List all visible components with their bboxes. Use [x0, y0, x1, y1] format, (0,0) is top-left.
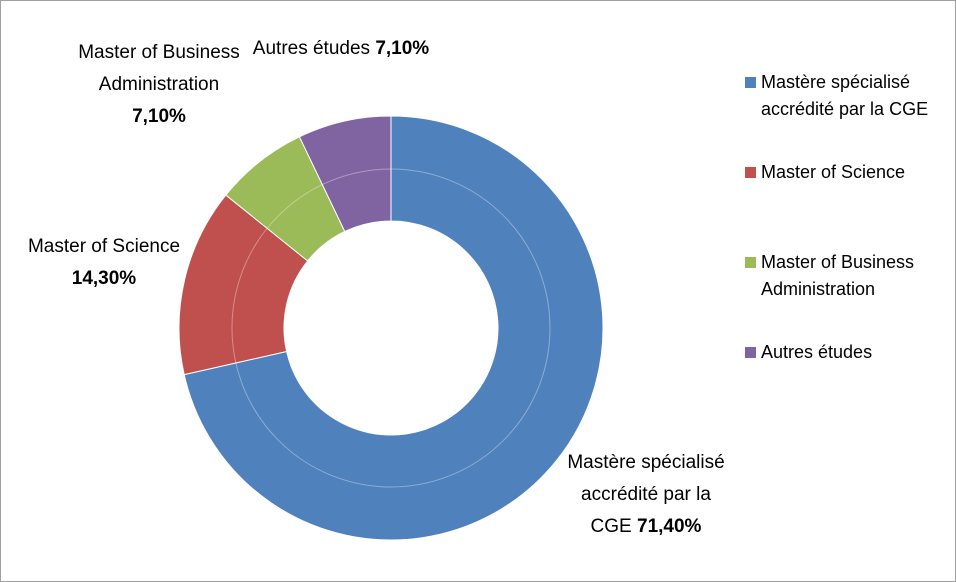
data-label-category: Master of Science: [27, 236, 181, 257]
data-label-value: 14,30%: [71, 268, 137, 289]
data-label: Mastère spécialisé accrédité par la CGE …: [561, 447, 731, 543]
legend-swatch: [745, 167, 756, 178]
data-label-category: Mastère spécialisé accrédité par la CGE: [567, 452, 725, 537]
data-label-value: 71,40%: [637, 516, 702, 537]
data-label: Master of Business Administration 7,10%: [71, 37, 247, 133]
donut-slice: [298, 115, 392, 233]
legend-swatch: [745, 257, 756, 268]
data-label-value: 7,10%: [375, 38, 430, 59]
data-label-category: Master of Business Administration: [78, 42, 240, 95]
data-label: Master of Science 14,30%: [9, 231, 199, 295]
legend-label: Master of Business Administration: [761, 252, 915, 299]
donut-slice: [183, 115, 604, 541]
ring-divider: [231, 168, 551, 488]
legend-label: Master of Science: [761, 162, 906, 182]
legend-swatch: [745, 77, 756, 88]
data-label-category: Autres études: [252, 38, 371, 59]
legend-label: Autres études: [761, 342, 873, 362]
legend-label: Mastère spécialisé accrédité par la CGE: [761, 72, 929, 119]
data-label: Autres études 7,10%: [251, 33, 431, 65]
legend-swatch: [745, 347, 756, 358]
data-label-value: 7,10%: [132, 106, 186, 127]
